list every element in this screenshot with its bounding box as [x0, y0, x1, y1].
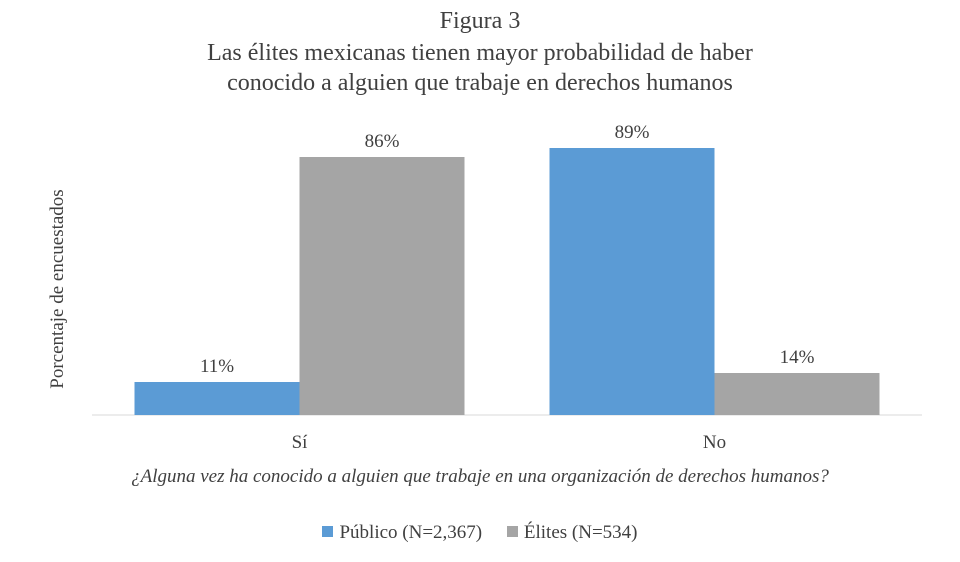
- legend: Público (N=2,367) Élites (N=534): [0, 522, 960, 544]
- chart-title: Figura 3: [439, 8, 521, 34]
- x-axis-label: ¿Alguna vez ha conocido a alguien que tr…: [131, 466, 829, 487]
- legend-item-publico: Público (N=2,367): [322, 522, 482, 544]
- legend-item-elites: Élites (N=534): [506, 522, 638, 544]
- legend-swatch-elites: [506, 526, 518, 537]
- bar-publico-0: [134, 382, 300, 415]
- legend-label-elites: Élites (N=534): [523, 522, 638, 543]
- data-label-publico-1: 89%: [615, 122, 650, 143]
- bar-elites-1: [714, 373, 880, 415]
- data-label-publico-0: 11%: [200, 356, 234, 377]
- bar-publico-1: [549, 148, 715, 415]
- y-axis-label: Porcentaje de encuestados: [47, 189, 68, 389]
- legend-label-publico: Público (N=2,367): [339, 522, 483, 543]
- legend-swatch-publico: [322, 526, 334, 537]
- data-label-elites-1: 14%: [780, 347, 815, 368]
- x-tick-label-0: Sí: [292, 432, 309, 453]
- bar-elites-0: [299, 157, 465, 415]
- data-label-elites-0: 86%: [365, 131, 400, 152]
- chart-subtitle-line-2: conocido a alguien que trabaje en derech…: [227, 70, 733, 96]
- chart-subtitle-line-1: Las élites mexicanas tienen mayor probab…: [207, 40, 753, 66]
- x-tick-label-1: No: [703, 432, 726, 453]
